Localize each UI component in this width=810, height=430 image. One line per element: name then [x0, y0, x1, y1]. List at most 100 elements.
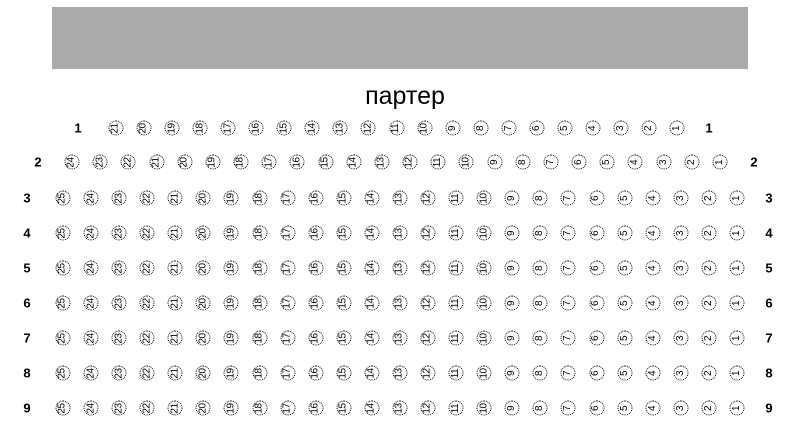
seat-row2-14[interactable]: 14 [346, 154, 362, 170]
seat-row9-2[interactable]: 2 [701, 400, 717, 416]
seat-row4-8[interactable]: 8 [532, 225, 548, 241]
seat-row5-19[interactable]: 19 [223, 260, 239, 276]
seat-row9-15[interactable]: 15 [336, 400, 352, 416]
seat-row6-9[interactable]: 9 [504, 295, 520, 311]
seat-row2-8[interactable]: 8 [515, 154, 531, 170]
seat-row9-6[interactable]: 6 [589, 400, 605, 416]
seat-row4-9[interactable]: 9 [504, 225, 520, 241]
seat-row2-3[interactable]: 3 [656, 154, 672, 170]
seat-row9-13[interactable]: 13 [392, 400, 408, 416]
seat-row4-17[interactable]: 17 [280, 225, 296, 241]
seat-row1-8[interactable]: 8 [473, 120, 489, 136]
seat-row6-22[interactable]: 22 [139, 295, 155, 311]
seat-row4-23[interactable]: 23 [111, 225, 127, 241]
seat-row4-22[interactable]: 22 [139, 225, 155, 241]
seat-row7-19[interactable]: 19 [223, 330, 239, 346]
seat-row3-1[interactable]: 1 [729, 190, 745, 206]
seat-row5-13[interactable]: 13 [392, 260, 408, 276]
seat-row6-20[interactable]: 20 [195, 295, 211, 311]
seat-row7-2[interactable]: 2 [701, 330, 717, 346]
seat-row5-14[interactable]: 14 [364, 260, 380, 276]
seat-row9-10[interactable]: 10 [476, 400, 492, 416]
seat-row9-1[interactable]: 1 [729, 400, 745, 416]
seat-row4-4[interactable]: 4 [645, 225, 661, 241]
seat-row6-19[interactable]: 19 [223, 295, 239, 311]
seat-row8-10[interactable]: 10 [476, 365, 492, 381]
seat-row5-2[interactable]: 2 [701, 260, 717, 276]
seat-row2-15[interactable]: 15 [318, 154, 334, 170]
seat-row4-16[interactable]: 16 [308, 225, 324, 241]
seat-row9-3[interactable]: 3 [673, 400, 689, 416]
seat-row5-18[interactable]: 18 [252, 260, 268, 276]
seat-row2-2[interactable]: 2 [684, 154, 700, 170]
seat-row6-15[interactable]: 15 [336, 295, 352, 311]
seat-row7-24[interactable]: 24 [83, 330, 99, 346]
seat-row2-13[interactable]: 13 [374, 154, 390, 170]
seat-row6-21[interactable]: 21 [167, 295, 183, 311]
seat-row7-12[interactable]: 12 [420, 330, 436, 346]
seat-row6-6[interactable]: 6 [589, 295, 605, 311]
seat-row8-2[interactable]: 2 [701, 365, 717, 381]
seat-row4-13[interactable]: 13 [392, 225, 408, 241]
seat-row1-7[interactable]: 7 [501, 120, 517, 136]
seat-row8-1[interactable]: 1 [729, 365, 745, 381]
seat-row6-4[interactable]: 4 [645, 295, 661, 311]
seat-row9-17[interactable]: 17 [280, 400, 296, 416]
seat-row7-16[interactable]: 16 [308, 330, 324, 346]
seat-row6-1[interactable]: 1 [729, 295, 745, 311]
seat-row3-9[interactable]: 9 [504, 190, 520, 206]
seat-row8-12[interactable]: 12 [420, 365, 436, 381]
seat-row9-20[interactable]: 20 [195, 400, 211, 416]
seat-row2-4[interactable]: 4 [627, 154, 643, 170]
seat-row8-7[interactable]: 7 [560, 365, 576, 381]
seat-row5-24[interactable]: 24 [83, 260, 99, 276]
seat-row7-7[interactable]: 7 [560, 330, 576, 346]
seat-row5-12[interactable]: 12 [420, 260, 436, 276]
seat-row4-15[interactable]: 15 [336, 225, 352, 241]
seat-row1-1[interactable]: 1 [669, 120, 685, 136]
seat-row1-16[interactable]: 16 [248, 120, 264, 136]
seat-row3-5[interactable]: 5 [617, 190, 633, 206]
seat-row8-17[interactable]: 17 [280, 365, 296, 381]
seat-row6-11[interactable]: 11 [448, 295, 464, 311]
seat-row1-12[interactable]: 12 [360, 120, 376, 136]
seat-row9-23[interactable]: 23 [111, 400, 127, 416]
seat-row2-11[interactable]: 11 [430, 154, 446, 170]
seat-row2-22[interactable]: 22 [120, 154, 136, 170]
seat-row4-18[interactable]: 18 [252, 225, 268, 241]
seat-row4-6[interactable]: 6 [589, 225, 605, 241]
seat-row7-1[interactable]: 1 [729, 330, 745, 346]
seat-row7-10[interactable]: 10 [476, 330, 492, 346]
seat-row6-13[interactable]: 13 [392, 295, 408, 311]
seat-row8-24[interactable]: 24 [83, 365, 99, 381]
seat-row6-18[interactable]: 18 [252, 295, 268, 311]
seat-row9-9[interactable]: 9 [504, 400, 520, 416]
seat-row3-14[interactable]: 14 [364, 190, 380, 206]
seat-row8-15[interactable]: 15 [336, 365, 352, 381]
seat-row6-10[interactable]: 10 [476, 295, 492, 311]
seat-row1-14[interactable]: 14 [304, 120, 320, 136]
seat-row5-5[interactable]: 5 [617, 260, 633, 276]
seat-row5-10[interactable]: 10 [476, 260, 492, 276]
seat-row3-13[interactable]: 13 [392, 190, 408, 206]
seat-row1-11[interactable]: 11 [389, 120, 404, 136]
seat-row2-19[interactable]: 19 [205, 154, 221, 170]
seat-row5-1[interactable]: 1 [729, 260, 745, 276]
seat-row5-20[interactable]: 20 [195, 260, 211, 276]
seat-row2-23[interactable]: 23 [92, 154, 108, 170]
seat-row3-16[interactable]: 16 [308, 190, 324, 206]
seat-row5-17[interactable]: 17 [280, 260, 296, 276]
seat-row3-7[interactable]: 7 [560, 190, 576, 206]
seat-row6-2[interactable]: 2 [701, 295, 717, 311]
seat-row8-9[interactable]: 9 [504, 365, 520, 381]
seat-row2-18[interactable]: 18 [233, 154, 249, 170]
seat-row2-5[interactable]: 5 [599, 154, 615, 170]
seat-row5-21[interactable]: 21 [167, 260, 183, 276]
seat-row5-3[interactable]: 3 [673, 260, 689, 276]
seat-row1-19[interactable]: 19 [164, 120, 180, 136]
seat-row5-25[interactable]: 25 [55, 260, 71, 276]
seat-row3-12[interactable]: 12 [420, 190, 436, 206]
seat-row6-12[interactable]: 12 [420, 295, 436, 311]
seat-row7-18[interactable]: 18 [252, 330, 268, 346]
seat-row8-20[interactable]: 20 [195, 365, 211, 381]
